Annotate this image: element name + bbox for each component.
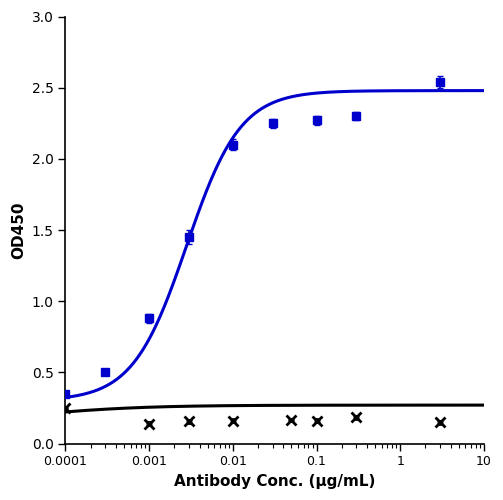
Y-axis label: OD450: OD450 (11, 202, 26, 259)
X-axis label: Antibody Conc. (μg/mL): Antibody Conc. (μg/mL) (174, 474, 375, 489)
